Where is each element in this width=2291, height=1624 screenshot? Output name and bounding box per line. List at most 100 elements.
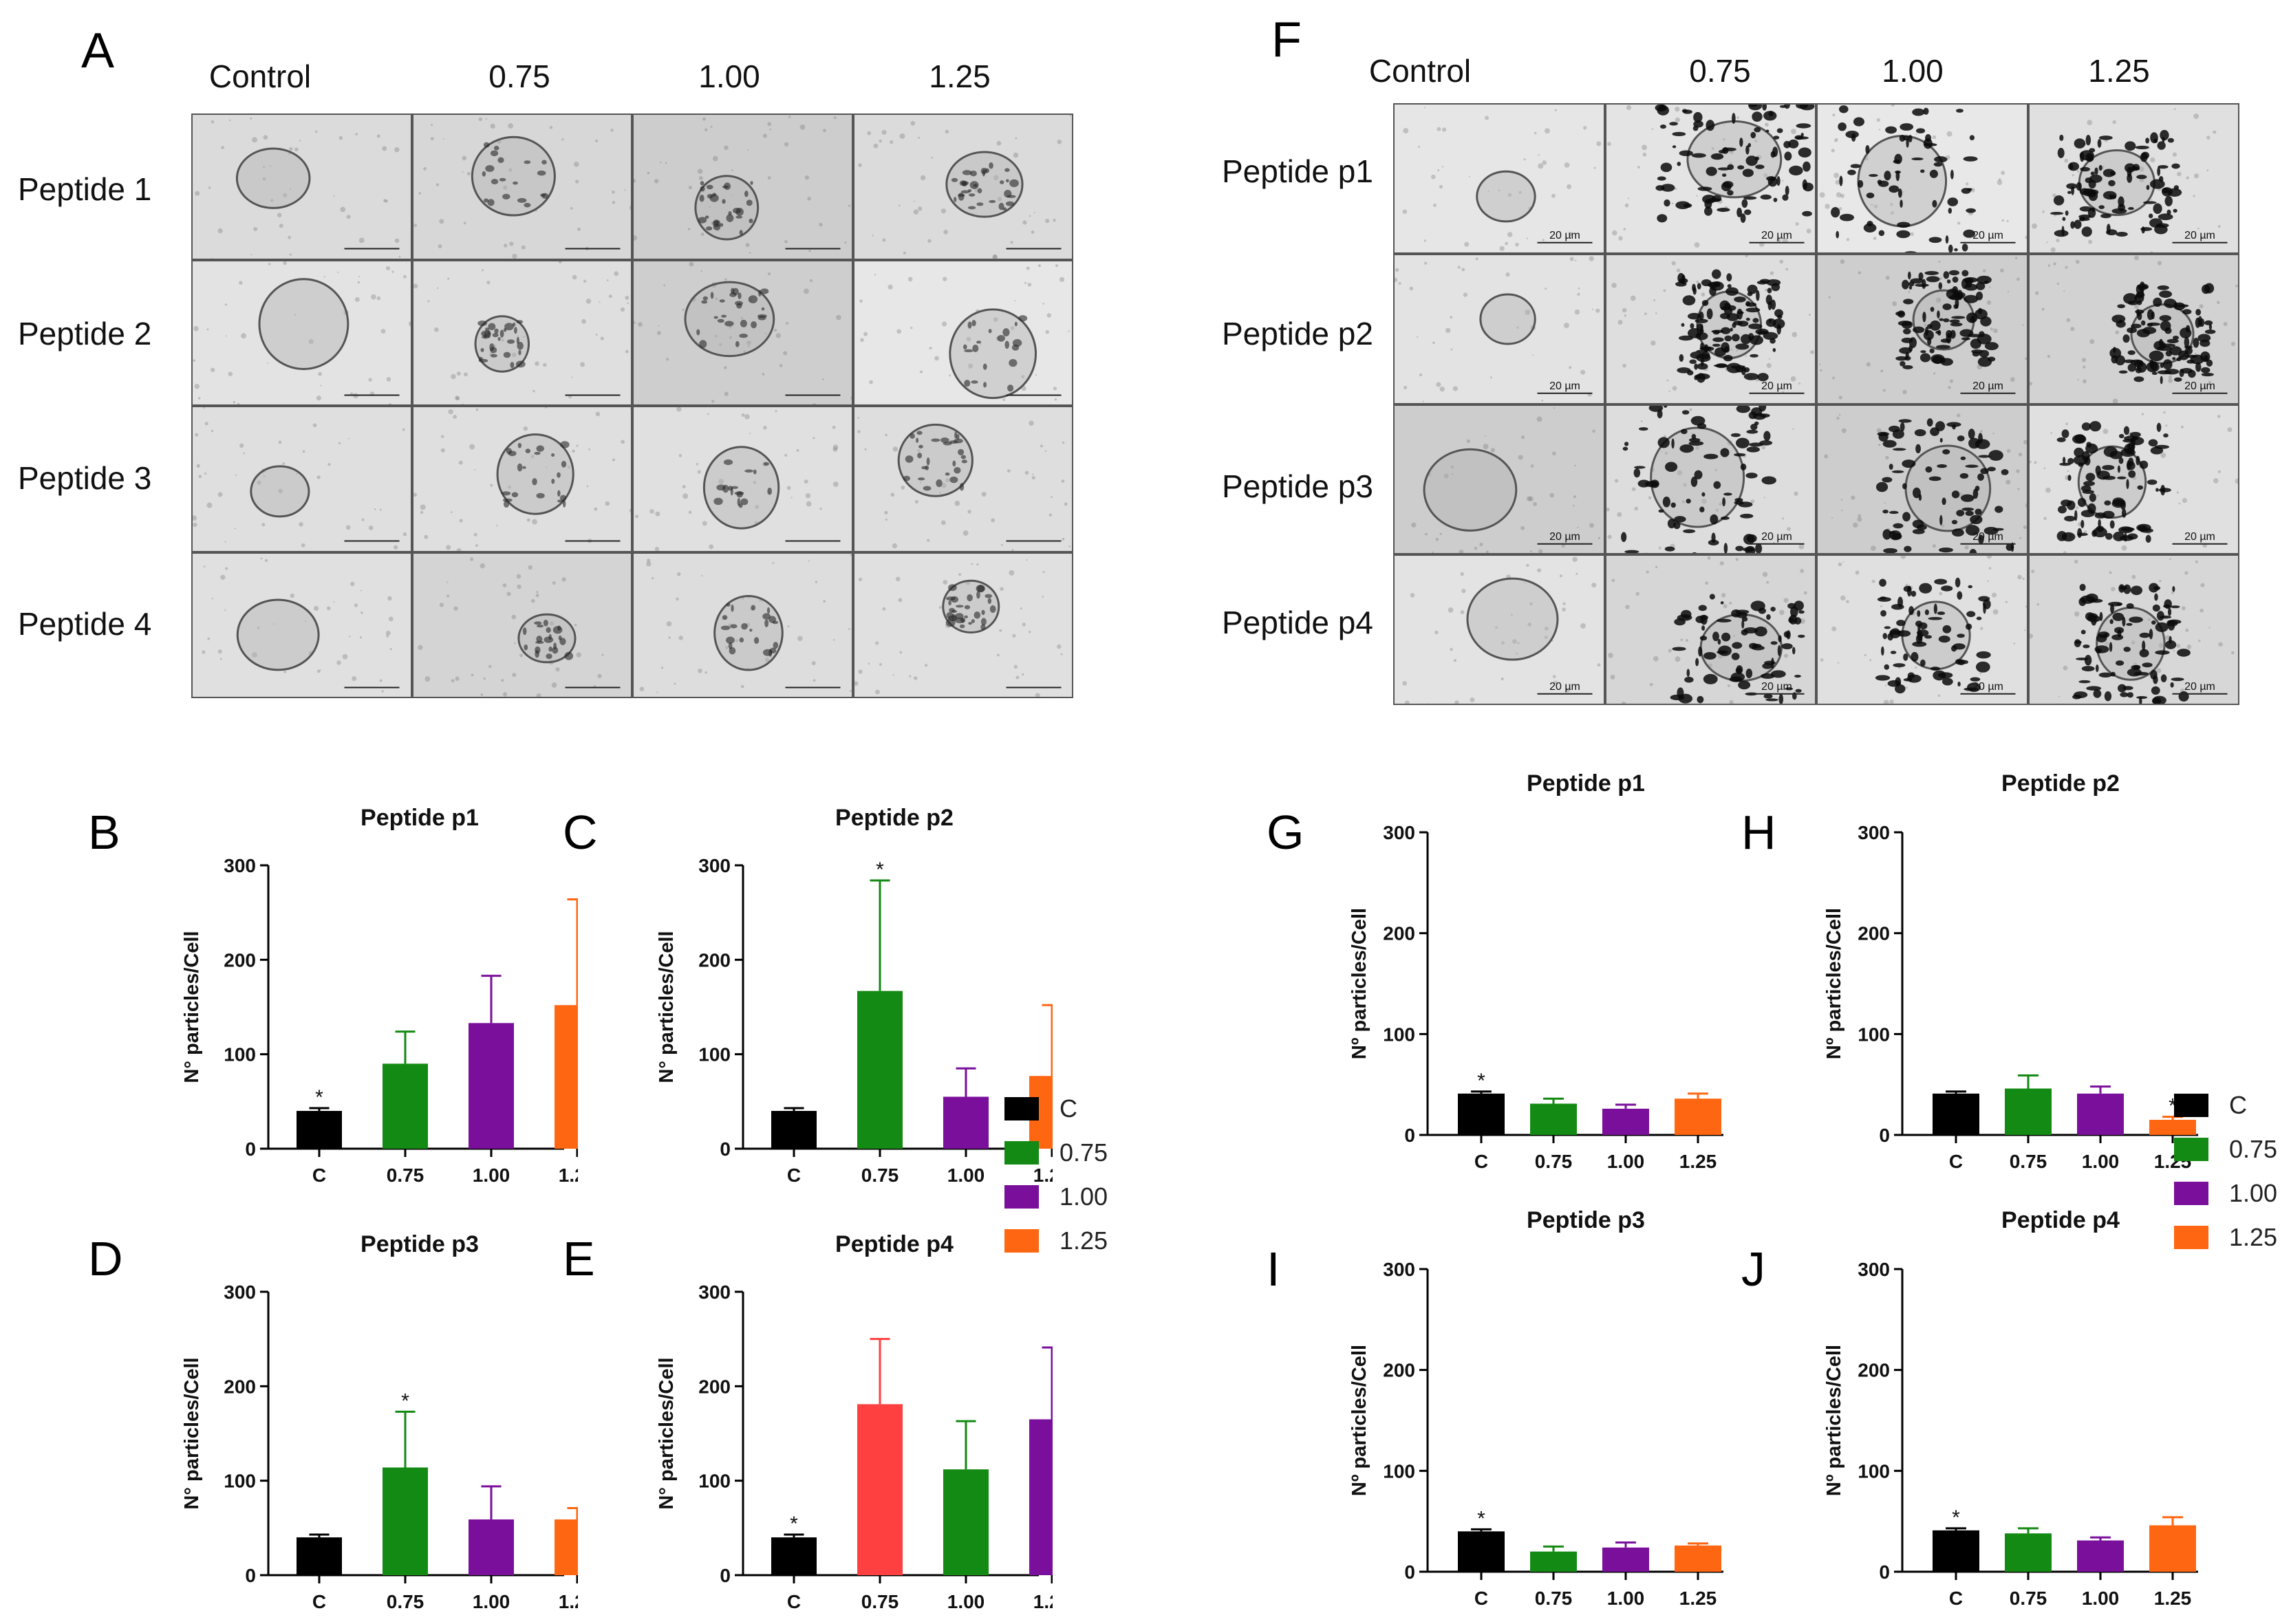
x-tick-label: 1.00 xyxy=(1607,1588,1645,1609)
chart-title: Peptide p2 xyxy=(835,805,954,831)
particle xyxy=(916,431,923,435)
particle xyxy=(562,499,566,508)
particle xyxy=(2079,166,2090,172)
texture-speck xyxy=(666,620,672,627)
particle xyxy=(1723,354,1733,362)
particle xyxy=(957,448,964,456)
particle xyxy=(971,319,976,326)
texture-speck xyxy=(486,280,491,284)
particle xyxy=(502,193,510,199)
micrograph-background xyxy=(1395,105,1604,252)
texture-speck xyxy=(1870,545,1876,551)
texture-speck xyxy=(2064,266,2068,269)
particle xyxy=(1731,113,1736,124)
legend-left: C 0.75 1.00 1.25 xyxy=(1004,1087,1108,1263)
texture-speck xyxy=(897,597,902,602)
texture-speck xyxy=(2018,452,2023,456)
texture-speck xyxy=(1033,212,1035,214)
particle xyxy=(1670,695,1684,701)
particle xyxy=(557,490,561,497)
particle xyxy=(1970,677,1981,682)
particle xyxy=(976,584,985,592)
particle xyxy=(953,438,963,444)
texture-speck xyxy=(1685,639,1688,642)
particle xyxy=(2152,605,2160,612)
legend-label: 1.00 xyxy=(1060,1182,1108,1211)
micrograph-f-row1-100: 20 µm xyxy=(1816,103,2028,254)
particle xyxy=(1783,105,1790,109)
texture-speck xyxy=(1653,656,1659,662)
particle xyxy=(1933,670,1946,681)
texture-speck xyxy=(993,316,998,322)
panel-letter-a: A xyxy=(81,23,115,78)
texture-speck xyxy=(2076,170,2079,173)
particle xyxy=(1736,308,1743,320)
micrograph-background xyxy=(854,407,1073,551)
particle xyxy=(1912,641,1927,647)
particle xyxy=(2151,697,2161,704)
particle xyxy=(2118,457,2123,464)
particle xyxy=(2148,213,2153,219)
particle xyxy=(1884,171,1891,181)
texture-speck xyxy=(1550,534,1553,536)
particle xyxy=(1696,323,1703,331)
particle xyxy=(2097,138,2101,148)
texture-speck xyxy=(534,360,539,366)
legend-swatch xyxy=(2174,1094,2208,1117)
particle xyxy=(2140,152,2148,162)
texture-speck xyxy=(2195,560,2198,564)
texture-speck xyxy=(1593,166,1596,169)
particle xyxy=(1975,485,1980,491)
texture-speck xyxy=(571,449,575,453)
particle xyxy=(506,338,515,344)
texture-speck xyxy=(1041,595,1044,598)
particle xyxy=(748,294,758,303)
particle xyxy=(2109,194,2112,198)
texture-speck xyxy=(1463,292,1468,297)
particle xyxy=(1977,473,1984,481)
texture-speck xyxy=(1442,127,1447,132)
particle xyxy=(1664,546,1675,552)
particle xyxy=(1967,682,1981,693)
texture-speck xyxy=(797,635,803,641)
particle xyxy=(480,347,484,352)
texture-speck xyxy=(896,328,901,334)
particle xyxy=(1968,428,1975,439)
particle xyxy=(731,486,739,489)
particle xyxy=(1980,467,1989,474)
particle xyxy=(1957,682,1961,687)
particle xyxy=(1956,509,1965,517)
particle xyxy=(2135,455,2140,466)
texture-speck xyxy=(1044,450,1046,453)
particle xyxy=(535,445,544,452)
bar-0.75 xyxy=(383,1063,428,1149)
particle xyxy=(2057,147,2065,158)
particle xyxy=(2001,468,2009,475)
texture-speck xyxy=(1824,454,1829,458)
particle xyxy=(543,619,548,627)
texture-speck xyxy=(1630,295,1636,301)
particle xyxy=(1685,498,1691,504)
texture-speck xyxy=(1592,429,1595,433)
particle xyxy=(1675,201,1690,210)
particle xyxy=(1697,283,1701,290)
particle xyxy=(1951,316,1966,319)
texture-speck xyxy=(1538,154,1540,156)
texture-speck xyxy=(299,522,303,527)
texture-speck xyxy=(832,444,839,450)
texture-speck xyxy=(688,510,692,514)
texture-speck xyxy=(439,602,444,607)
texture-speck xyxy=(832,446,838,452)
texture-speck xyxy=(1679,638,1683,642)
texture-speck xyxy=(1935,297,1942,303)
particle xyxy=(1898,418,1912,423)
particle xyxy=(1954,248,1958,252)
texture-speck xyxy=(2056,282,2059,285)
panel-letter-h: H xyxy=(1741,805,1776,859)
bar-0.75 xyxy=(2005,1088,2052,1135)
texture-speck xyxy=(688,185,692,190)
particle xyxy=(971,618,975,623)
texture-speck xyxy=(1668,649,1672,653)
texture-speck xyxy=(940,483,946,488)
texture-speck xyxy=(427,299,429,302)
